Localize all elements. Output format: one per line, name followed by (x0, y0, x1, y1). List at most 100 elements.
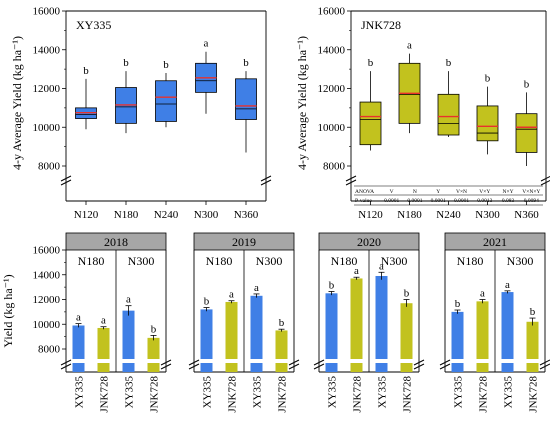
axis-break-mark (540, 179, 550, 186)
table-value-cell: 0.0094 (524, 198, 539, 204)
axis-break-mark (60, 175, 72, 182)
box-body (476, 105, 499, 142)
x-tick-label: JNK728 (277, 376, 289, 413)
axis-break-mark (439, 359, 451, 366)
x-tick-label: XY335 (202, 376, 214, 409)
y-tick-label: 14000 (33, 269, 61, 281)
bar-panel-2020: 2020 N180 N300 b XY335 a JNK728 a XY335 b JNK728 (313, 232, 425, 413)
significance-letter: a (76, 312, 81, 324)
bar-JNK728: a (96, 315, 111, 372)
significance-letter: b (404, 288, 410, 300)
significance-letter: a (354, 265, 359, 277)
x-tick-label: N240 (436, 209, 461, 221)
group-label: N180 (331, 254, 358, 268)
x-tick-label: N120 (358, 209, 383, 221)
box-body (359, 101, 382, 146)
x-tick-label: N360 (514, 209, 539, 221)
significance-letter: b (485, 73, 491, 85)
y-tick-label: 14000 (33, 44, 61, 56)
significance-letter: b (368, 57, 374, 69)
y-tick-label: 16000 (33, 6, 61, 18)
bar-JNK728: a (224, 289, 239, 372)
axis-break-mark (188, 359, 200, 366)
bar-JNK728: a (475, 288, 490, 372)
box-N180: b (115, 57, 137, 134)
table-header-cell: V×Y (479, 189, 490, 195)
significance-letter: a (204, 38, 209, 50)
bar-break-gap (324, 359, 339, 363)
table-header-cell: ANOVA (355, 189, 374, 195)
table-header-cell: Y (436, 189, 440, 195)
box-body (437, 93, 460, 136)
x-tick-label: JNK728 (402, 376, 414, 413)
box-N120: b (75, 65, 97, 130)
axis-break-mark (260, 179, 272, 186)
bar-XY335: a (500, 279, 515, 372)
significance-letter: a (254, 282, 259, 294)
table-header-cell: N×Y (503, 189, 514, 195)
x-tick-label: JNK728 (528, 376, 540, 413)
bar (97, 327, 110, 372)
x-tick-label: XY335 (327, 376, 339, 409)
axis-break-mark (413, 359, 425, 366)
bar (275, 330, 288, 372)
significance-letter: b (163, 59, 169, 71)
axis-break-mark (160, 359, 172, 366)
bar-break-gap (274, 359, 289, 363)
anova-table: ANOVA P-value V 0.0001 N 0.0001 Y 0.0001 V×N 0.00… (354, 185, 543, 206)
axis-break-mark (413, 363, 425, 370)
x-tick-label: N300 (194, 209, 219, 221)
bar (476, 301, 489, 372)
year-label: 2021 (483, 235, 507, 249)
axis-break-mark (288, 363, 300, 370)
bar-XY335: a (374, 260, 389, 372)
table-value-cell: 0.0013 (477, 198, 492, 204)
bar-break-gap (199, 359, 214, 363)
x-tick-label: XY335 (74, 376, 86, 409)
significance-letter: a (505, 279, 510, 291)
significance-letter: b (524, 78, 530, 90)
bar-JNK728: b (146, 323, 161, 372)
group-label: N300 (256, 254, 283, 268)
axis-break-mark (345, 179, 357, 186)
x-tick-label: N180 (397, 209, 422, 221)
x-tick-label: XY335 (377, 376, 389, 409)
axis-break-mark (439, 363, 451, 370)
y-axis-label: 4-y Average Yield (kg ha⁻¹) (295, 36, 309, 170)
bar (400, 303, 413, 372)
axis-break-mark (188, 363, 200, 370)
axis-break-mark (288, 359, 300, 366)
significance-letter: b (455, 298, 461, 310)
x-tick-label: XY335 (503, 376, 515, 409)
axis-break-mark (60, 363, 72, 370)
significance-letter: b (123, 57, 129, 69)
bar-break-gap (374, 359, 389, 363)
box-panel-jnk728_box: 8000 10000 12000 14000 16000 JNK728 4-y Averag… (295, 6, 550, 221)
x-tick-label: N180 (114, 209, 139, 221)
bar-XY335: a (121, 294, 136, 372)
x-tick-label: N240 (154, 209, 179, 221)
axis-break-mark (260, 175, 272, 182)
significance-letter: a (229, 289, 234, 301)
x-tick-label: JNK728 (149, 376, 161, 413)
x-tick-label: JNK728 (227, 376, 239, 413)
bar (147, 337, 160, 372)
box-N360: b (235, 57, 257, 153)
significance-letter: b (204, 296, 210, 308)
year-label: 2018 (104, 235, 128, 249)
x-tick-label: N360 (234, 209, 259, 221)
significance-letter: a (101, 315, 106, 327)
y-tick-label: 8000 (38, 161, 61, 173)
axis-break-mark (160, 363, 172, 370)
bar-XY335: b (199, 296, 214, 372)
y-tick-label: 12000 (318, 83, 346, 95)
bar-JNK728: b (399, 288, 414, 372)
x-tick-label: N120 (74, 209, 99, 221)
bar-break-gap (71, 359, 86, 363)
bar (350, 278, 363, 372)
bar (250, 295, 263, 372)
table-value-cell: 0.0001 (431, 198, 446, 204)
group-label: N300 (507, 254, 534, 268)
y-tick-label: 12000 (33, 294, 61, 306)
